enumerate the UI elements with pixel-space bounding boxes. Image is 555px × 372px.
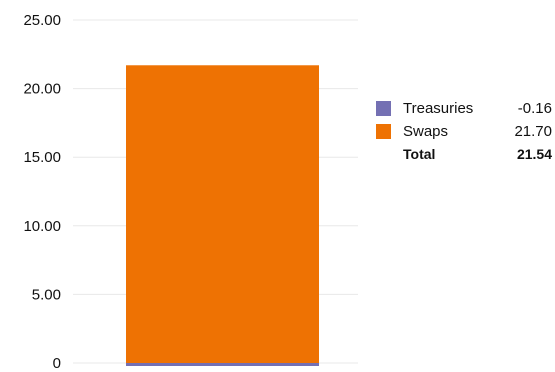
y-tick-label: 10.00 <box>23 218 61 235</box>
bar-treasuries[interactable] <box>126 363 319 366</box>
y-axis: 0 5.00 10.00 15.00 20.00 25.00 <box>23 12 61 372</box>
legend-value: -0.16 <box>517 100 552 117</box>
legend-item-swaps[interactable]: Swaps 21.70 <box>376 120 552 143</box>
legend-swatch-treasuries <box>376 101 391 116</box>
legend-item-treasuries[interactable]: Treasuries -0.16 <box>376 97 552 120</box>
legend-total-value: 21.54 <box>516 146 552 162</box>
legend-label: Treasuries <box>403 100 474 117</box>
legend-total-label: Total <box>403 146 436 162</box>
legend-swatch-swaps <box>376 124 391 139</box>
legend-total: Total 21.54 <box>376 143 552 166</box>
legend: Treasuries -0.16 Swaps 21.70 Total 21.54 <box>376 97 552 166</box>
y-tick-label: 25.00 <box>23 12 61 29</box>
bars <box>126 65 319 366</box>
legend-label: Swaps <box>403 123 449 140</box>
y-tick-label: 5.00 <box>32 286 61 303</box>
legend-value: 21.70 <box>514 123 552 140</box>
bar-swaps[interactable] <box>126 65 319 363</box>
y-tick-label: 20.00 <box>23 81 61 98</box>
y-tick-label: 15.00 <box>23 149 61 166</box>
y-tick-label: 0 <box>53 355 61 372</box>
